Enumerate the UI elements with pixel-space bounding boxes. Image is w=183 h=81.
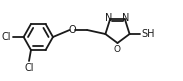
Text: Cl: Cl xyxy=(1,32,11,42)
Text: N: N xyxy=(105,13,113,23)
Text: O: O xyxy=(114,44,121,53)
Text: SH: SH xyxy=(141,29,155,39)
Text: N: N xyxy=(122,13,130,23)
Text: Cl: Cl xyxy=(24,63,34,73)
Text: O: O xyxy=(69,25,76,35)
